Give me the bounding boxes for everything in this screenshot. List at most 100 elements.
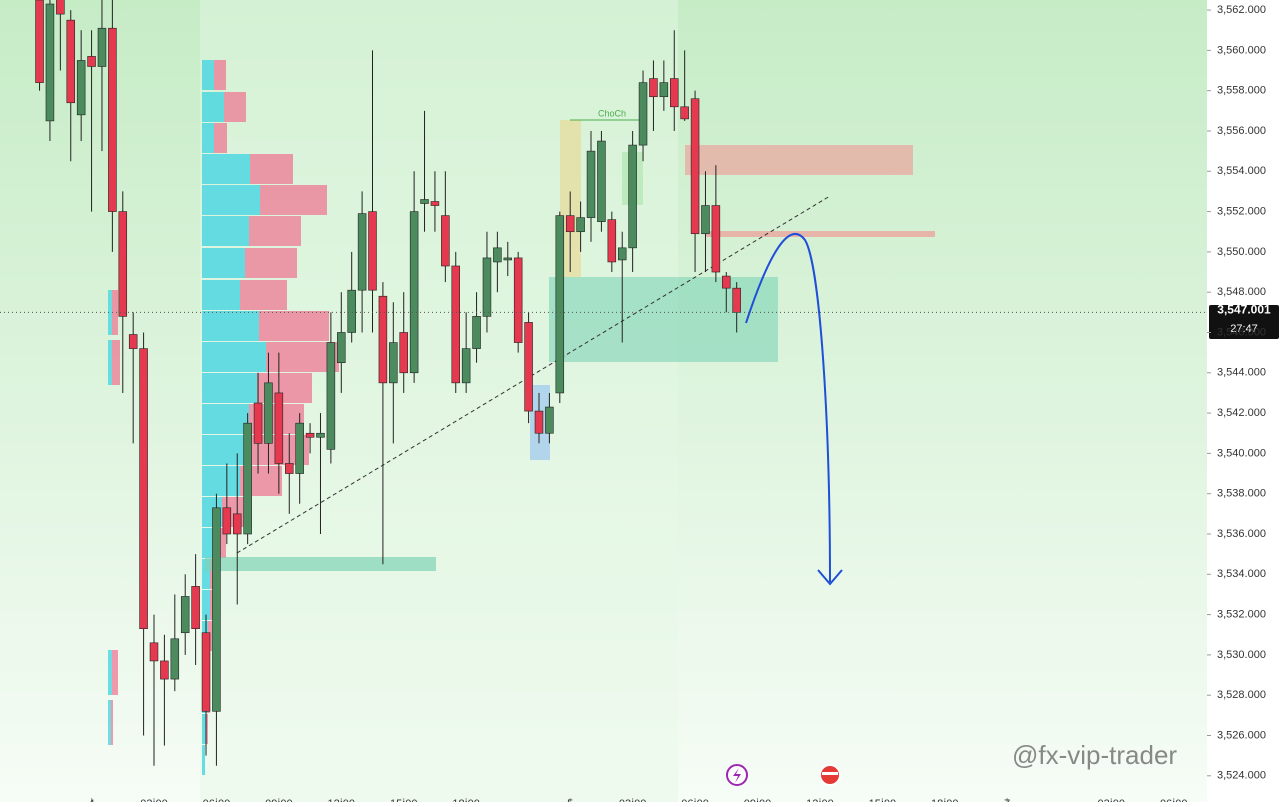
candle-body xyxy=(337,332,346,364)
y-tick-label: 3,530.000 xyxy=(1217,649,1266,661)
profile-buy xyxy=(108,650,112,695)
candle-body xyxy=(389,342,398,384)
profile-buy xyxy=(202,123,214,153)
candles xyxy=(35,0,741,766)
profile-buy xyxy=(202,60,214,90)
y-tick-label: 3,544.000 xyxy=(1217,367,1266,379)
candle-body xyxy=(628,144,637,249)
profile-sell xyxy=(112,650,118,695)
profile-buy xyxy=(108,700,111,745)
candle-body xyxy=(368,211,377,291)
candle-body xyxy=(586,150,596,218)
y-tick-label: 3,550.000 xyxy=(1217,246,1266,258)
candle-body xyxy=(534,410,544,434)
profile-buy xyxy=(202,311,259,341)
y-tick-label: 3,556.000 xyxy=(1217,125,1266,137)
candle-body xyxy=(732,287,741,313)
profile-buy xyxy=(202,404,249,434)
candle-body xyxy=(180,596,190,634)
profile-sell xyxy=(111,700,113,745)
candle-body xyxy=(565,215,575,233)
candle-body xyxy=(97,27,107,67)
demand-line xyxy=(205,557,436,571)
x-tick-label: 12:00 xyxy=(806,798,834,802)
event-icon-glyph xyxy=(733,768,741,783)
profile-sell xyxy=(214,123,227,153)
profile-buy xyxy=(202,745,205,775)
profile-sell xyxy=(240,280,287,310)
x-tick-label: 15:00 xyxy=(869,798,897,802)
y-tick-label: 3,558.000 xyxy=(1217,85,1266,97)
candle-body xyxy=(191,586,200,630)
candle-body xyxy=(399,332,408,374)
candle-body xyxy=(118,211,128,317)
profile-sell xyxy=(112,340,120,385)
x-tick-label: 06:00 xyxy=(681,798,709,802)
y-tick-label: 3,548.000 xyxy=(1217,286,1266,298)
profile-sell xyxy=(214,60,226,90)
countdown: 27:47 xyxy=(1230,323,1258,335)
candle-body xyxy=(201,632,211,712)
x-tick-label: 09:00 xyxy=(744,798,772,802)
candle-body xyxy=(670,78,679,108)
candle-body xyxy=(461,348,471,384)
profile-sell xyxy=(245,248,297,278)
y-tick-label: 3,554.000 xyxy=(1217,165,1266,177)
y-tick-label: 3,552.000 xyxy=(1217,205,1266,217)
y-tick-label: 3,528.000 xyxy=(1217,689,1266,701)
candle-body xyxy=(128,334,138,349)
candle-body xyxy=(378,295,388,384)
profile-buy xyxy=(202,248,245,278)
candle-body xyxy=(160,660,169,680)
profile-buy xyxy=(202,559,210,589)
candle-body xyxy=(472,316,481,349)
candle-body xyxy=(264,382,273,444)
supply-zone xyxy=(685,145,913,175)
y-tick-label: 3,562.000 xyxy=(1217,4,1266,16)
candle-body xyxy=(108,27,117,212)
candle-body xyxy=(701,205,710,235)
candle-body xyxy=(87,56,96,67)
y-tick-label: 3,538.000 xyxy=(1217,488,1266,500)
flag-stripe xyxy=(822,772,838,775)
trendline xyxy=(236,195,831,554)
candle-body xyxy=(420,199,429,204)
candle-body xyxy=(35,0,44,83)
price-axis xyxy=(1207,0,1280,802)
candle-body xyxy=(76,60,86,116)
candle-body xyxy=(441,215,450,267)
y-tick-label: 3,542.000 xyxy=(1217,407,1266,419)
candle-body xyxy=(524,322,533,412)
candle-body xyxy=(607,219,617,263)
y-tick-label: 3,536.000 xyxy=(1217,528,1266,540)
x-tick-label: 4 xyxy=(89,798,95,802)
x-tick-label: 7 xyxy=(1004,798,1010,802)
x-tick-label: 09:00 xyxy=(265,798,293,802)
x-tick-label: 03:00 xyxy=(1098,798,1126,802)
candle-body xyxy=(451,265,461,384)
profile-buy xyxy=(108,340,112,385)
profile-sell xyxy=(250,154,293,184)
candle-body xyxy=(66,19,76,104)
x-tick-label: 03:00 xyxy=(140,798,168,802)
profile-sell xyxy=(112,290,118,335)
profile-buy xyxy=(108,290,112,335)
profile-buy xyxy=(202,185,260,215)
y-tick-label: 3,526.000 xyxy=(1217,729,1266,741)
candle-body xyxy=(56,0,65,15)
candle-body xyxy=(576,217,585,233)
candle-body xyxy=(638,82,648,146)
candle-body xyxy=(347,289,356,333)
candle-body xyxy=(326,342,336,450)
profile-sell xyxy=(249,216,301,246)
candle-body xyxy=(690,98,700,235)
price-badge xyxy=(1209,305,1279,339)
profile-buy xyxy=(202,216,249,246)
x-tick-label: 12:00 xyxy=(328,798,356,802)
profile-sell xyxy=(259,311,329,341)
candle-body xyxy=(722,275,731,289)
candle-body xyxy=(597,140,606,222)
y-tick-label: 3,532.000 xyxy=(1217,609,1266,621)
y-tick-label: 3,534.000 xyxy=(1217,568,1266,580)
